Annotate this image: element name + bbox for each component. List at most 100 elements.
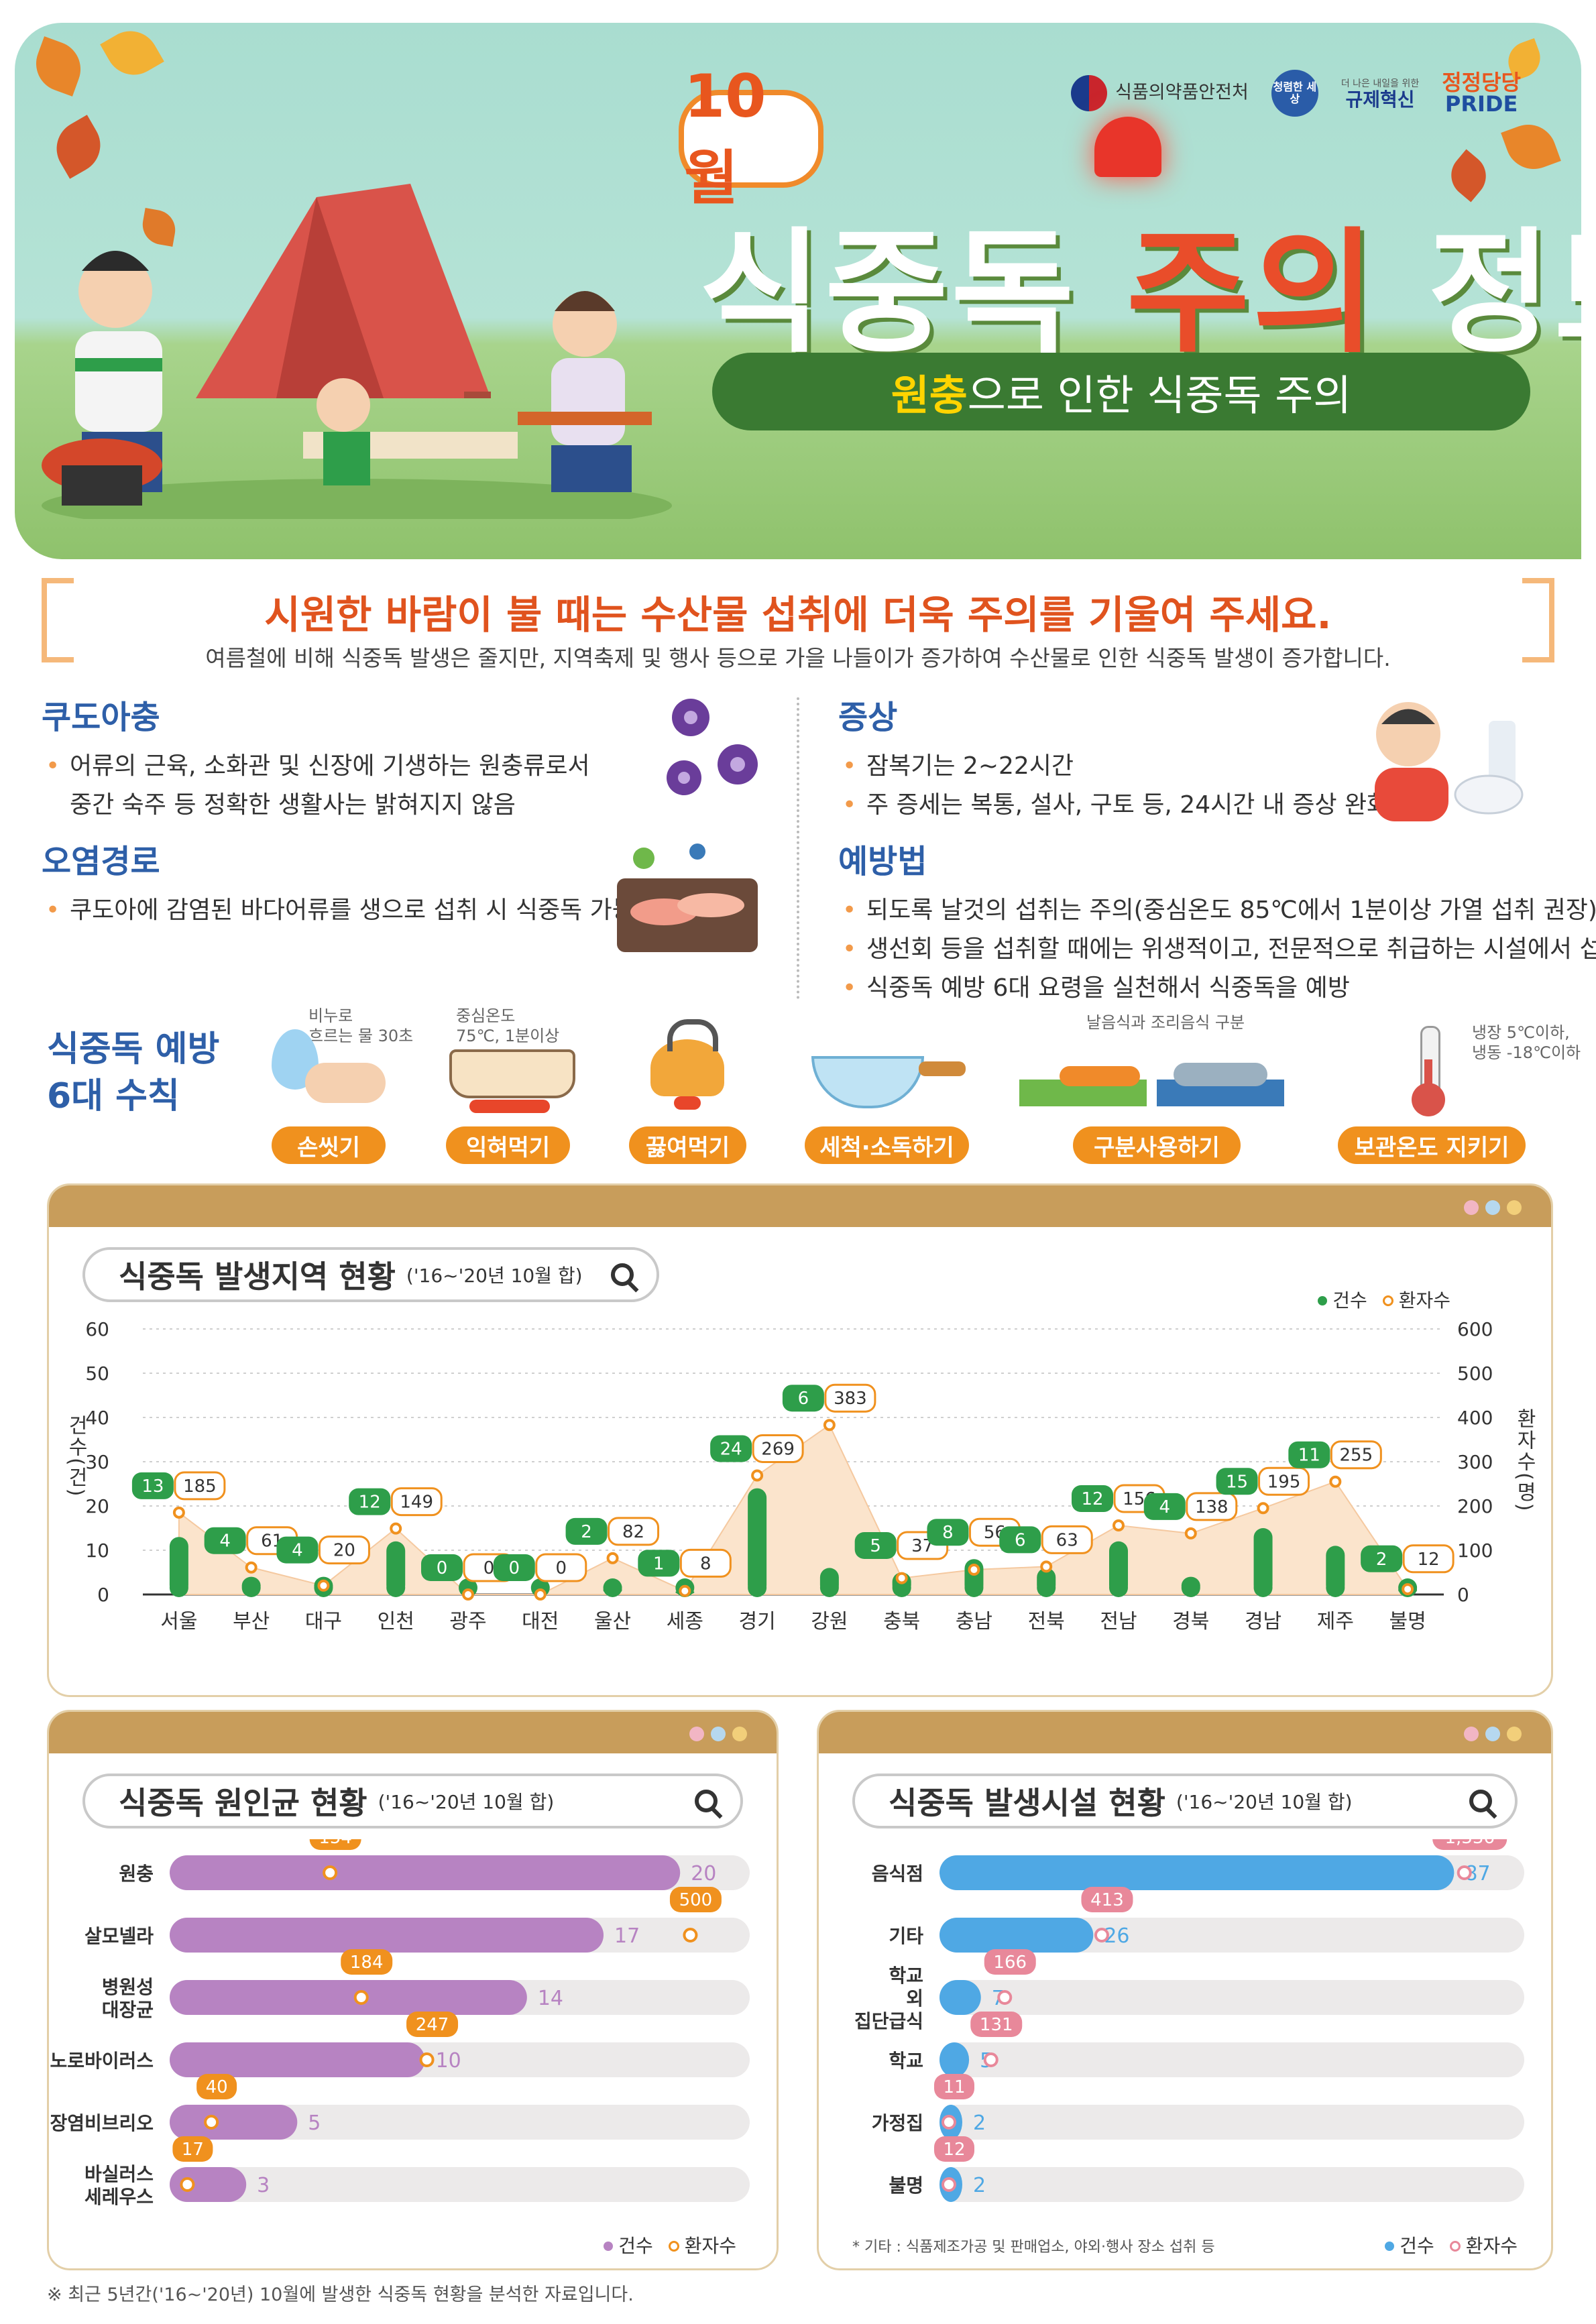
- cases-value-label: 12: [1081, 1489, 1103, 1509]
- section-kudoa: 쿠도아충 어류의 근육, 소화관 및 신장에 기생하는 원충류로서 중간 숙주 …: [42, 691, 590, 825]
- patients-label-tag: [934, 2074, 974, 2099]
- category-label: 경남: [1245, 1610, 1281, 1633]
- cases-marker: [1181, 1578, 1200, 1597]
- cases-bar: [939, 1855, 1455, 1890]
- patients-point: [942, 2177, 956, 2192]
- patients-value-label: 12: [943, 2140, 965, 2160]
- patients-point: [204, 2115, 219, 2130]
- bar-track: [170, 2167, 750, 2202]
- cases-marker: [169, 1578, 188, 1597]
- patients-legend-marker: [668, 2241, 679, 2252]
- card-header-bar: [49, 1185, 1551, 1227]
- patients-value-label: 500: [679, 1890, 713, 1910]
- category-label: 학교: [889, 1965, 923, 1987]
- cutting-board-icon: [1019, 1039, 1288, 1116]
- patients-point: [1457, 1865, 1472, 1880]
- cases-value-label: 4: [1159, 1497, 1171, 1517]
- cases-value-label: 6: [1015, 1530, 1026, 1550]
- right-axis-tick-label: 100: [1457, 1539, 1493, 1562]
- patients-value-label: 154: [319, 1839, 352, 1848]
- cases-value-label: 2: [973, 2174, 986, 2197]
- patients-point: [606, 1552, 619, 1564]
- right-bracket: [1522, 578, 1554, 662]
- cases-value-label: 12: [359, 1493, 381, 1513]
- facility-chart-search-bar: 식중독 발생시설 현황 ('16~'20년 10월 합): [852, 1774, 1518, 1828]
- cases-marker: [748, 1578, 767, 1597]
- region-chart-period: ('16~'20년 10월 합): [406, 1265, 583, 1287]
- patients-point: [462, 1588, 474, 1601]
- cooking-pot-icon: [443, 1043, 577, 1116]
- patients-label-tag: [318, 1535, 370, 1565]
- patients-point: [1402, 1583, 1414, 1596]
- patients-value-label: 11: [943, 2077, 965, 2097]
- patients-point: [1094, 1928, 1109, 1942]
- cases-value-label: 2: [973, 2111, 986, 2135]
- cases-value-label: 10: [436, 2049, 461, 2073]
- bullet-item: 되도록 날것의 섭취는 주의(중심온도 85℃에서 1분이상 가열 섭취 권장): [838, 891, 1596, 930]
- patients-label-tag: [824, 1383, 876, 1413]
- left-axis-tick-label: 0: [97, 1584, 109, 1606]
- patients-label-tag: [341, 1949, 393, 1975]
- patients-point: [942, 2115, 956, 2130]
- patients-point: [419, 2052, 435, 2067]
- bar-track: [170, 2105, 750, 2140]
- rule-boil: 끓여먹기: [629, 1126, 746, 1164]
- patients-label-tag: [172, 2136, 213, 2162]
- patients-value-label: 255: [1340, 1446, 1373, 1466]
- cases-label-tag: [131, 1472, 174, 1499]
- category-label: 기타: [889, 1925, 923, 1947]
- sashimi-plate-icon: [617, 844, 758, 952]
- patients-value-label: 12: [1418, 1550, 1440, 1570]
- card-header-bar: [819, 1712, 1551, 1753]
- patients-point: [751, 1469, 764, 1482]
- kettle-icon: [637, 1012, 738, 1113]
- magnifier-icon: [1469, 1790, 1492, 1812]
- cases-value-label: 4: [292, 1541, 303, 1561]
- rule-handwash: 손씻기: [272, 1126, 386, 1164]
- facility-chart-card: 식중독 발생시설 현황 ('16~'20년 10월 합) 87음식점1,3362…: [817, 1710, 1553, 2270]
- patients-value-label: 63: [1056, 1530, 1078, 1550]
- cases-label-tag: [782, 1385, 824, 1412]
- patients-label-tag: [535, 1553, 587, 1582]
- patients-label-tag: [1041, 1525, 1093, 1554]
- region-chart-card: 식중독 발생지역 현황 ('16~'20년 10월 합) 건수 환자수 0 0 10…: [47, 1183, 1553, 1697]
- patients-legend-marker: [1382, 1295, 1393, 1306]
- category-label: 대전: [522, 1610, 559, 1633]
- patients-point: [968, 1564, 980, 1576]
- patients-value-label: 0: [483, 1558, 495, 1578]
- section-title: 쿠도아충: [42, 699, 160, 736]
- patients-point: [180, 2177, 195, 2192]
- thermometer-icon: [1402, 1026, 1455, 1116]
- patients-value-label: 1,336: [1444, 1839, 1494, 1848]
- pathogen-chart-search-bar: 식중독 원인균 현황 ('16~'20년 10월 합): [82, 1774, 743, 1828]
- category-label: 전북: [1028, 1610, 1065, 1633]
- patients-point: [683, 1928, 698, 1942]
- patients-label-tag: [669, 1887, 722, 1912]
- facility-chart-plot: 87음식점1,33626기타4137학교외집단급식1665학교1312가정집11…: [854, 1839, 1524, 2202]
- left-axis-tick-label: 50: [85, 1362, 109, 1385]
- patients-value-label: 131: [980, 2015, 1013, 2035]
- bullet-item: 잠복기는 2~22시간: [838, 747, 1389, 786]
- rules-title: 식중독 예방 6대 수칙: [47, 1029, 220, 1116]
- cases-legend-marker: [1318, 1296, 1328, 1305]
- patients-value-label: 82: [622, 1522, 644, 1542]
- patients-point: [1329, 1475, 1342, 1488]
- parasite-flower-icon: [667, 699, 758, 795]
- bar-track: [939, 1980, 1524, 2015]
- cases-marker: [819, 1578, 839, 1597]
- cases-value-label: 24: [720, 1439, 742, 1459]
- cases-value-label: 20: [691, 1862, 716, 1885]
- pathogen-chart-period: ('16~'20년 10월 합): [378, 1791, 555, 1813]
- patients-point: [823, 1419, 836, 1432]
- patients-point: [534, 1588, 547, 1601]
- category-label: 대장균: [102, 1999, 154, 2021]
- page-title: 식중독 주의 정보: [699, 215, 1581, 371]
- patients-point: [1184, 1527, 1197, 1539]
- rule-cook: 익혀먹기: [446, 1126, 570, 1164]
- category-label: 대구: [305, 1610, 342, 1633]
- cases-value-label: 6: [798, 1389, 809, 1409]
- patients-value-label: 184: [350, 1953, 384, 1973]
